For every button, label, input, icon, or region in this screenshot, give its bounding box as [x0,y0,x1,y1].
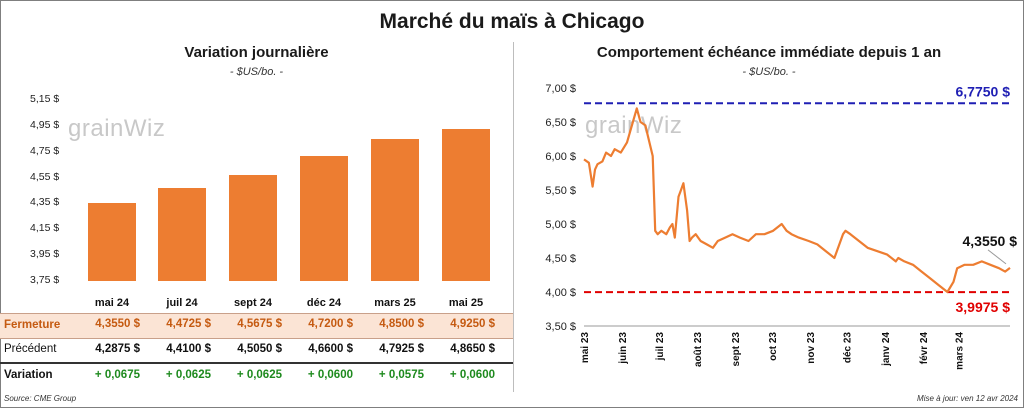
left-y-tick-label: 3,95 $ [30,248,60,261]
right-unit: - $US/bo. - [742,66,796,78]
left-unit: - $US/bo. - [229,66,284,78]
left-y-tick-label: 4,75 $ [30,144,60,157]
right-y-tick-label: 4,00 $ [545,287,576,299]
bar [158,187,206,281]
update-note: Mise à jour: ven 12 avr 2024 [917,394,1018,403]
last-value-label: 4,3550 $ [963,233,1018,249]
right-y-tick-label: 5,50 $ [545,185,576,197]
category-label: mai 24 [94,297,130,309]
category-label: juil 24 [166,297,198,309]
left-y-tick-label: 5,15 $ [30,93,60,105]
left-panel-title: Variation journalière [184,44,329,61]
right-y-tick-label: 4,50 $ [545,253,576,265]
right-x-tick-label: sept 23 [731,332,742,367]
left-y-tick-label: 3,75 $ [30,274,60,286]
left-y-tick-label: 4,95 $ [30,118,60,131]
left-watermark: grainWiz [68,115,166,142]
right-x-tick-label: oct 23 [768,332,779,361]
right-line-chart: 7,00 $ 6,50 $ 6,00 $ 5,50 $ 5,00 $ 4,50 $ 4,00… [545,83,1018,370]
right-x-tick-label: juin 23 [618,332,629,365]
bar [88,202,136,281]
table-cell: 4,5675 $ [237,318,282,330]
previous-row-label: Précédent [4,343,57,355]
price-line [583,107,1011,294]
left-y-tick-label: 4,15 $ [30,222,60,235]
panel-divider [513,42,514,392]
main-title: Marché du maïs à Chicago [379,10,645,33]
table-cell: + 0,0575 [378,369,424,381]
table-cell: 4,8650 $ [450,343,495,355]
category-label: déc 24 [306,297,342,309]
right-x-tick-label: août 23 [693,332,704,367]
source-note: Source: CME Group [4,394,77,403]
right-x-tick-label: mars 24 [954,332,965,370]
category-label: mars 25 [374,297,416,309]
category-label: mai 25 [448,297,484,309]
previous-row: Précédent [0,338,513,364]
table-cell: 4,7925 $ [379,343,424,355]
table-cell: + 0,0600 [449,369,495,381]
table-cell: 4,9250 $ [450,318,495,330]
right-y-tick-label: 6,00 $ [545,151,576,163]
close-row-label: Fermeture [4,319,61,331]
bar [442,129,490,281]
table-cell: 4,4725 $ [166,318,211,330]
right-y-tick-label: 3,50 $ [545,321,576,333]
right-x-tick-label: janv 24 [881,332,892,367]
right-y-tick-label: 7,00 $ [545,83,576,95]
bar [300,155,348,281]
table-cell: + 0,0625 [165,369,211,381]
right-panel-title: Comportement échéance immédiate depuis 1… [596,44,942,61]
right-x-tick-label: mai 23 [580,332,591,364]
table-cell: 4,5050 $ [237,343,282,355]
table-cell: 4,8500 $ [379,318,424,330]
change-row: Variation [0,364,513,388]
last-value-leader [987,249,1007,265]
left-y-tick-label: 4,35 $ [30,196,60,209]
table-cell: 4,2875 $ [95,343,140,355]
table-cell: 4,6600 $ [308,343,353,355]
high-reference-label: 6,7750 $ [956,83,1011,99]
right-x-tick-label: juil 23 [655,332,666,362]
bar [371,138,419,281]
table-cell: 4,4100 $ [166,343,211,355]
category-label: sept 24 [234,297,272,309]
table-cell: 4,3550 $ [95,318,140,330]
table-cell: + 0,0600 [307,369,353,381]
bar [229,175,277,281]
low-reference-label: 3,9975 $ [956,299,1011,315]
right-y-tick-label: 6,50 $ [545,117,576,129]
right-x-tick-label: déc 23 [843,332,854,364]
close-row: Fermeture [0,313,513,339]
right-x-tick-label: nov 23 [806,332,817,364]
left-y-tick-label: 4,55 $ [30,170,60,183]
change-row-label: Variation [4,369,53,381]
table-cell: + 0,0625 [236,369,282,381]
right-y-tick-label: 5,00 $ [545,219,576,231]
right-x-tick-label: févr 24 [919,332,930,365]
table-cell: + 0,0675 [94,369,140,381]
table-cell: 4,7200 $ [308,318,353,330]
